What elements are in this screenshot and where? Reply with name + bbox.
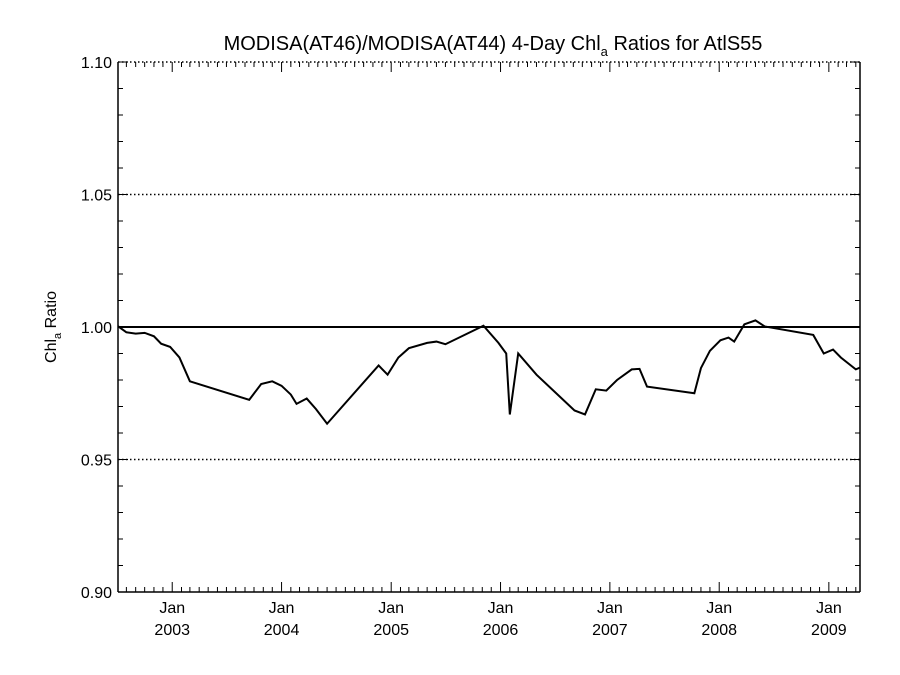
gridlines <box>118 61 860 461</box>
chart-title-main: MODISA(AT46)/MODISA(AT44) 4-Day Chl <box>224 33 601 55</box>
y-axis-label-subscript: a <box>52 332 64 339</box>
x-tick-year: 2009 <box>811 622 847 639</box>
y-axis-label-suffix: Ratio <box>43 291 60 333</box>
x-tick-month: Jan <box>706 600 732 617</box>
x-tick-label: Jan 2005 <box>373 600 409 639</box>
x-tick-year: 2005 <box>373 622 409 639</box>
x-tick-label: Jan 2004 <box>264 600 300 639</box>
y-tick-labels: 0.90 0.95 1.00 1.05 1.10 <box>81 55 112 602</box>
y-tick-label: 1.00 <box>81 320 112 337</box>
x-tick-label: Jan 2009 <box>811 600 847 639</box>
x-tick-label: Jan 2003 <box>154 600 190 639</box>
y-tick-label: 1.05 <box>81 188 112 205</box>
x-tick-year: 2006 <box>483 622 519 639</box>
x-tick-month: Jan <box>488 600 514 617</box>
y-tick-label: 0.90 <box>81 585 112 602</box>
chart-title-subscript: a <box>601 44 609 59</box>
x-tick-month: Jan <box>159 600 185 617</box>
x-tick-label: Jan 2007 <box>592 600 628 639</box>
ratio-series-line <box>118 319 860 426</box>
x-tick-month: Jan <box>816 600 842 617</box>
x-tick-year: 2004 <box>264 622 300 639</box>
x-tick-label: Jan 2008 <box>701 600 737 639</box>
chart-title-suffix: Ratios for AtlS55 <box>608 33 763 55</box>
x-tick-month: Jan <box>597 600 623 617</box>
series-layer <box>118 319 860 426</box>
y-tick-label: 1.10 <box>81 55 112 72</box>
x-tick-year: 2008 <box>701 622 737 639</box>
x-tick-year: 2003 <box>154 622 190 639</box>
y-tick-label: 0.95 <box>81 453 112 470</box>
x-tick-label: Jan 2006 <box>483 600 519 639</box>
x-tick-month: Jan <box>269 600 295 617</box>
y-axis-label: Chla Ratio <box>43 291 64 363</box>
y-axis-label-main: Chl <box>43 339 60 363</box>
x-tick-year: 2007 <box>592 622 628 639</box>
chart-title: MODISA(AT46)/MODISA(AT44) 4-Day Chla Rat… <box>224 33 763 59</box>
axis-ticks <box>118 61 860 593</box>
x-tick-labels: Jan 2003 Jan 2004 Jan 2005 Jan 2006 Jan 2007 Jan 20… <box>154 600 846 639</box>
x-tick-month: Jan <box>378 600 404 617</box>
plot-frame <box>117 62 861 593</box>
